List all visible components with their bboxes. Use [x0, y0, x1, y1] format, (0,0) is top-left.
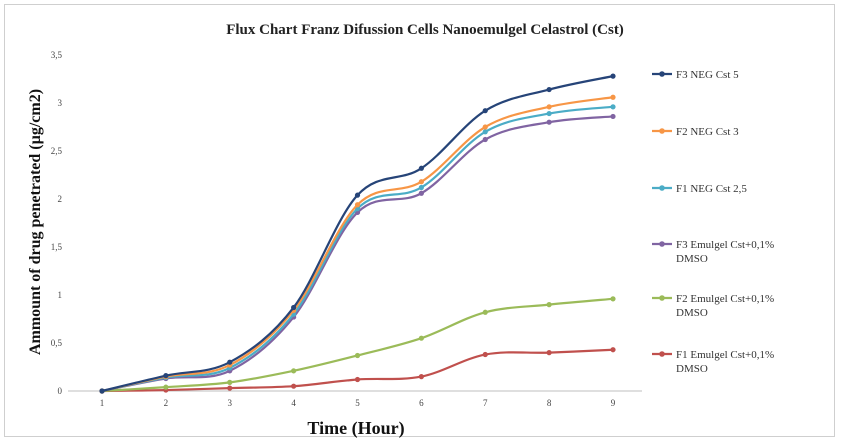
legend-label: F1 Emulgel Cst+0,1% DMSO [676, 349, 774, 375]
legend-label: F1 NEG Cst 2,5 [676, 183, 747, 195]
x-axis-label: Time (Hour) [307, 418, 404, 439]
legend-label: F3 Emulgel Cst+0,1% DMSO [676, 239, 774, 265]
series-line [101, 75, 614, 393]
data-point [227, 379, 233, 385]
legend-swatch-marker [659, 295, 665, 301]
data-point [354, 376, 361, 383]
data-point [291, 383, 297, 389]
series-2 [99, 94, 616, 394]
data-point [610, 104, 616, 110]
x-tick-label: 2 [164, 398, 169, 408]
data-point [482, 309, 488, 315]
y-tick-label: 3,5 [51, 50, 63, 60]
x-tick-label: 4 [291, 398, 296, 408]
chart-frame [4, 4, 835, 437]
x-tick-label: 8 [547, 398, 552, 408]
y-tick-label: 0,5 [51, 338, 63, 348]
series-group [99, 73, 616, 394]
x-tick-label: 3 [228, 398, 233, 408]
x-tick-labels: 1 2 3 4 5 6 7 8 9 [100, 398, 616, 408]
legend: F3 NEG Cst 5 F2 NEG Cst 3 F1 NEG Cst 2,5 F3… [652, 69, 774, 375]
data-point [163, 373, 169, 379]
x-tick-label: 5 [355, 398, 360, 408]
data-point [99, 388, 105, 394]
y-tick-label: 1 [58, 290, 63, 300]
legend-item: F1 NEG Cst 2,5 [652, 183, 747, 195]
legend-swatch-marker [659, 71, 665, 77]
data-point [418, 374, 424, 380]
data-point [546, 104, 552, 110]
legend-item: F1 Emulgel Cst+0,1% DMSO [652, 349, 774, 375]
x-tick-label: 7 [483, 398, 488, 408]
y-tick-label: 0 [58, 386, 63, 396]
data-point [482, 136, 488, 143]
series-line [101, 115, 614, 393]
data-point [354, 352, 361, 359]
data-point [546, 302, 552, 308]
data-point [546, 86, 552, 93]
series-6 [99, 347, 616, 394]
legend-label: F2 NEG Cst 3 [676, 126, 739, 138]
legend-label: F2 Emulgel Cst+0,1% DMSO [676, 293, 774, 319]
data-point [227, 385, 233, 391]
data-point [291, 304, 297, 311]
legend-item: F3 Emulgel Cst+0,1% DMSO [652, 239, 774, 265]
data-point [482, 351, 488, 358]
data-point [354, 202, 361, 208]
data-point [227, 359, 233, 365]
legend-swatch-marker [659, 351, 665, 357]
legend-item: F2 Emulgel Cst+0,1% DMSO [652, 293, 774, 319]
chart-title: Flux Chart Franz Difussion Cells Nanoemu… [226, 22, 624, 38]
legend-item: F2 NEG Cst 3 [652, 126, 739, 138]
data-point [610, 296, 616, 302]
data-point [482, 124, 488, 130]
legend-swatch-marker [659, 185, 665, 191]
data-point [546, 350, 552, 356]
data-point [610, 94, 616, 100]
data-point [418, 184, 424, 191]
data-point [610, 73, 616, 79]
y-tick-label: 2,5 [51, 146, 63, 156]
data-point [163, 384, 169, 390]
data-point [291, 368, 297, 374]
legend-label: F3 NEG Cst 5 [676, 69, 739, 81]
series-3 [99, 104, 616, 394]
data-point [418, 179, 424, 185]
data-point [610, 113, 616, 120]
data-point [418, 165, 424, 171]
data-point [482, 108, 488, 114]
series-line [101, 105, 614, 393]
data-point [418, 335, 424, 341]
legend-swatch-marker [659, 128, 665, 134]
data-point [546, 110, 552, 117]
data-point [354, 192, 361, 198]
x-tick-label: 6 [419, 398, 424, 408]
data-point [482, 129, 488, 135]
series-1 [99, 73, 616, 394]
series-line [101, 96, 614, 393]
y-tick-label: 3 [58, 98, 63, 108]
x-tick-label: 1 [100, 398, 105, 408]
y-tick-label: 2 [58, 194, 63, 204]
y-tick-label: 1,5 [51, 242, 63, 252]
y-axis-label: Ammount of drug penetrated (µg/cm2) [27, 89, 44, 355]
data-point [610, 347, 616, 353]
y-tick-labels: 0 0,5 1 1,5 2 2,5 3 3,5 [51, 50, 63, 396]
x-tick-label: 9 [611, 398, 616, 408]
data-point [418, 190, 424, 196]
legend-item: F3 NEG Cst 5 [652, 69, 739, 81]
data-point [546, 119, 552, 125]
legend-swatch-marker [659, 241, 665, 247]
